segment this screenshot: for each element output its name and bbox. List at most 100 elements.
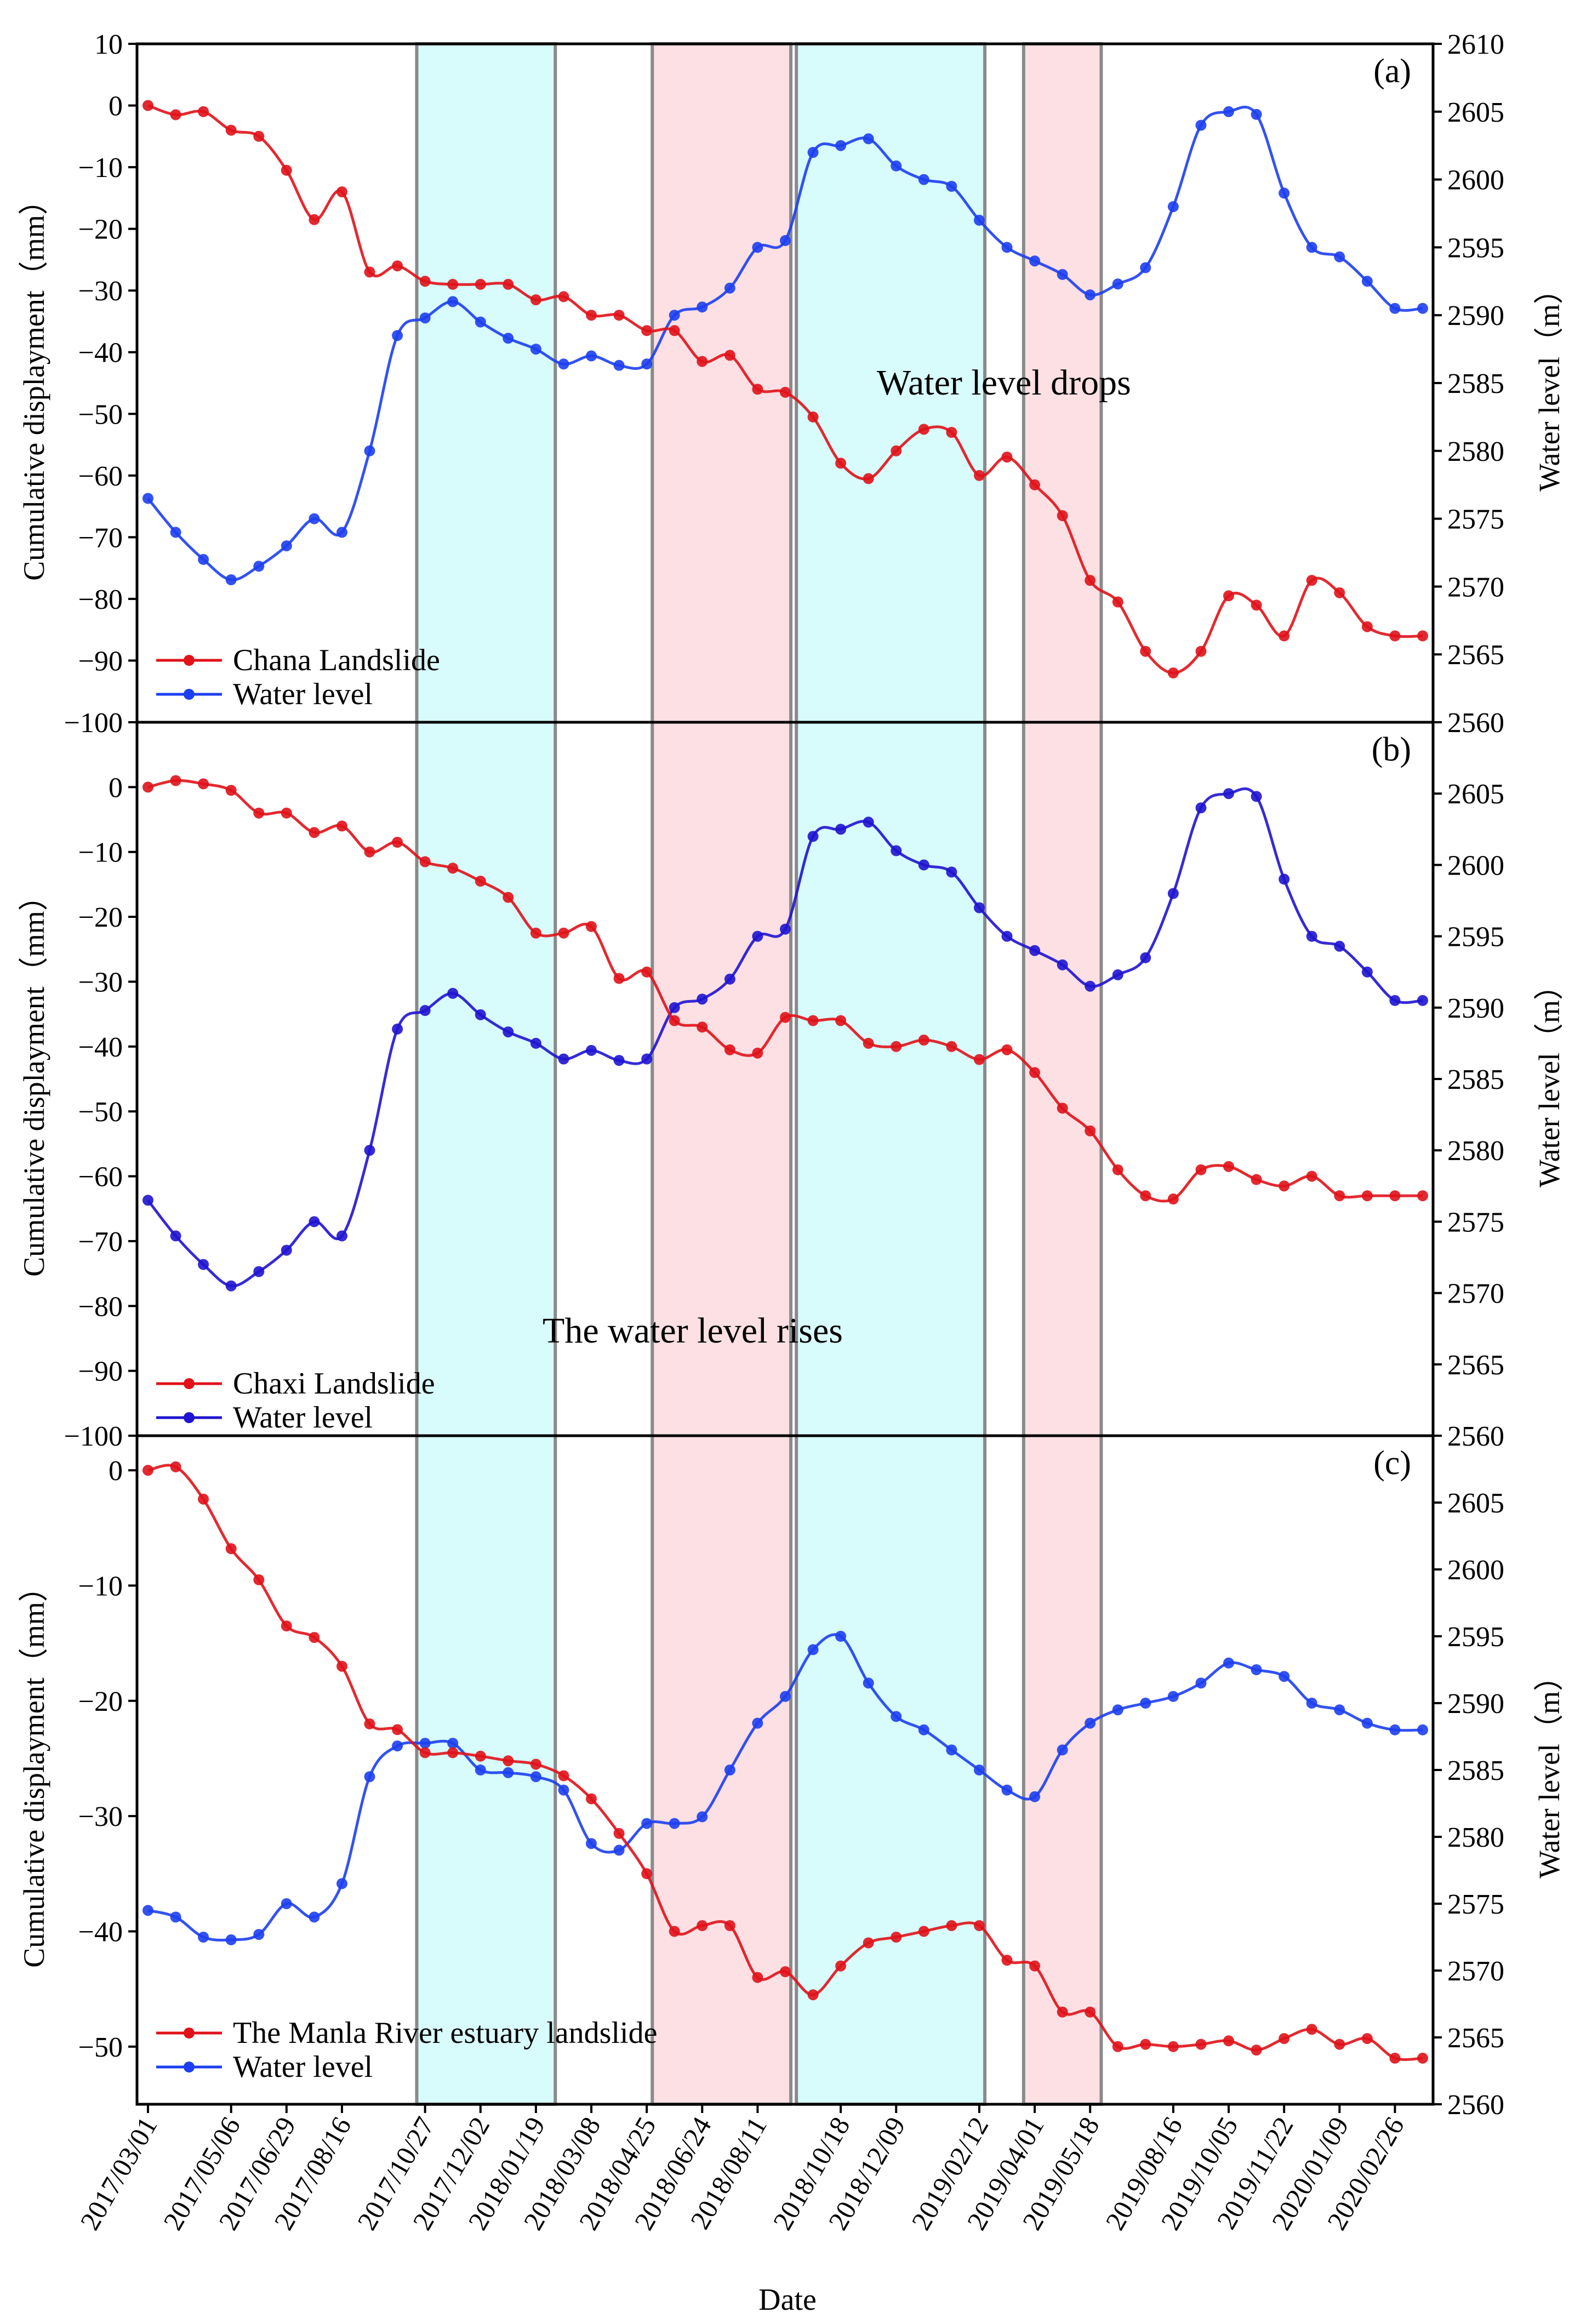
y-axis-label-right: Water level（m）	[1533, 1661, 1566, 1878]
data-point-b-water-3	[225, 1280, 237, 1292]
y-tick-label-left: −80	[78, 1291, 123, 1322]
data-point-c-disp-29	[946, 1920, 957, 1931]
panel-label: (c)	[1373, 1444, 1411, 1482]
data-point-b-disp-12	[475, 876, 486, 887]
data-point-b-water-27	[891, 845, 902, 856]
data-point-c-disp-35	[1112, 2041, 1123, 2052]
data-point-c-water-21	[724, 1765, 735, 1775]
y-tick-label-left: −60	[78, 461, 123, 492]
data-point-b-water-42	[1306, 930, 1317, 942]
data-point-c-water-38	[1195, 1677, 1207, 1689]
legend-marker	[184, 1412, 195, 1423]
data-point-b-disp-41	[1279, 1180, 1290, 1192]
data-point-a-disp-21	[724, 350, 735, 361]
data-point-c-water-35	[1112, 1704, 1123, 1716]
data-point-b-water-39	[1223, 788, 1234, 800]
data-point-b-disp-40	[1251, 1174, 1262, 1185]
data-point-a-water-36	[1140, 262, 1151, 273]
data-point-c-water-0	[142, 1905, 153, 1916]
data-point-a-water-35	[1112, 278, 1123, 290]
data-point-c-disp-37	[1167, 2041, 1179, 2052]
data-point-c-water-11	[447, 1738, 459, 1749]
y-tick-label-right: 2590	[1447, 300, 1504, 332]
data-point-a-disp-32	[1029, 479, 1041, 490]
data-point-a-disp-17	[613, 310, 625, 321]
data-point-b-disp-29	[946, 1041, 957, 1052]
data-point-a-disp-25	[835, 458, 847, 469]
data-point-c-disp-24	[807, 1989, 819, 2001]
data-point-c-disp-42	[1306, 2024, 1317, 2035]
data-point-c-water-19	[669, 1818, 680, 1829]
data-point-b-disp-14	[530, 927, 541, 939]
data-point-b-disp-27	[891, 1041, 902, 1052]
data-point-b-water-25	[835, 824, 847, 835]
data-point-b-water-43	[1334, 940, 1345, 952]
data-point-b-disp-11	[447, 863, 459, 874]
data-point-a-water-30	[974, 214, 985, 226]
data-point-a-disp-38	[1195, 646, 1207, 657]
y-axis-label-right: Water level（m）	[1533, 275, 1566, 492]
data-point-b-water-45	[1389, 995, 1401, 1006]
data-point-a-water-16	[586, 350, 597, 362]
data-point-b-disp-37	[1167, 1194, 1179, 1204]
data-point-a-water-17	[613, 359, 625, 371]
data-point-c-disp-1	[170, 1461, 181, 1472]
y-tick-label-left: −30	[78, 967, 123, 998]
data-point-c-disp-26	[863, 1937, 874, 1949]
data-point-a-disp-35	[1112, 596, 1123, 608]
data-point-c-water-1	[170, 1911, 181, 1923]
data-point-a-water-31	[1001, 242, 1013, 253]
data-point-c-water-44	[1361, 1717, 1373, 1729]
plot-layer	[142, 100, 1428, 2064]
data-point-a-water-2	[198, 553, 209, 565]
legend-marker	[184, 2062, 195, 2072]
data-point-a-water-43	[1334, 251, 1345, 262]
data-point-c-disp-34	[1085, 2006, 1096, 2018]
annotation-text: The water level rises	[543, 1311, 843, 1351]
data-point-b-water-31	[1001, 930, 1013, 942]
data-point-b-water-6	[309, 1216, 320, 1227]
data-point-a-water-1	[170, 527, 181, 538]
data-point-c-water-10	[419, 1738, 431, 1749]
data-point-a-water-28	[918, 174, 929, 185]
data-point-a-water-44	[1361, 276, 1373, 287]
data-point-c-disp-17	[613, 1828, 625, 1839]
data-point-b-water-16	[586, 1044, 597, 1056]
data-point-a-disp-44	[1361, 621, 1373, 632]
data-point-b-disp-19	[669, 1015, 680, 1026]
data-point-c-disp-19	[669, 1926, 680, 1937]
data-point-c-water-24	[807, 1644, 819, 1655]
data-point-a-water-39	[1223, 106, 1234, 117]
y-tick-label-left: −40	[78, 1916, 123, 1948]
y-tick-label-right: 2610	[1447, 29, 1504, 60]
data-point-c-disp-18	[641, 1868, 653, 1880]
data-point-a-disp-7	[336, 186, 347, 198]
data-point-a-disp-11	[447, 278, 459, 290]
series-line-a-water-level	[147, 105, 1423, 581]
data-point-a-disp-3	[225, 124, 237, 136]
y-tick-label-left: −80	[78, 584, 123, 615]
data-point-a-disp-0	[142, 100, 153, 111]
data-point-a-disp-5	[281, 164, 292, 176]
y-tick-label-right: 2585	[1447, 1064, 1504, 1095]
data-point-a-disp-29	[946, 427, 957, 438]
data-point-a-water-29	[946, 181, 957, 192]
data-point-c-water-36	[1140, 1698, 1151, 1709]
data-point-c-disp-41	[1279, 2033, 1290, 2045]
data-point-a-water-20	[697, 301, 708, 313]
data-point-a-disp-20	[697, 356, 708, 367]
data-point-a-water-5	[281, 540, 292, 552]
data-point-b-water-5	[281, 1244, 292, 1256]
data-point-c-disp-28	[918, 1926, 929, 1937]
data-point-c-disp-5	[281, 1620, 292, 1632]
y-tick-label-right: 2570	[1447, 1956, 1504, 1987]
data-point-b-disp-17	[613, 973, 625, 984]
data-point-b-water-26	[863, 816, 874, 828]
data-point-c-water-20	[697, 1811, 708, 1823]
data-point-c-disp-16	[586, 1793, 597, 1805]
data-point-a-water-14	[530, 344, 541, 355]
data-point-b-disp-35	[1112, 1164, 1123, 1175]
data-point-b-disp-20	[697, 1021, 708, 1033]
data-point-a-water-11	[447, 296, 459, 307]
